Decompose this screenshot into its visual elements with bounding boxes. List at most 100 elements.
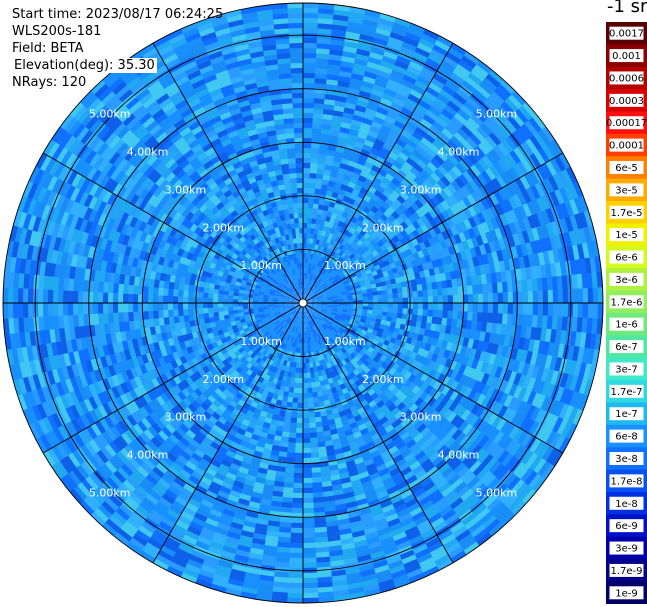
heatmap-cell bbox=[336, 312, 343, 316]
heatmap-cell bbox=[501, 407, 513, 422]
heatmap-cell bbox=[489, 444, 502, 458]
heatmap-cell bbox=[331, 310, 338, 315]
heatmap-cell bbox=[475, 466, 490, 481]
heatmap-cell bbox=[393, 535, 409, 547]
heatmap-cell bbox=[289, 552, 303, 559]
heatmap-cell bbox=[222, 302, 229, 308]
heatmap-cell bbox=[242, 299, 249, 303]
heatmap-cell bbox=[72, 290, 79, 303]
heatmap-cell bbox=[524, 470, 539, 487]
heatmap-cell bbox=[310, 308, 316, 313]
heatmap-cell bbox=[112, 302, 119, 313]
heatmap-cell bbox=[152, 302, 159, 311]
heatmap-cell bbox=[536, 315, 544, 329]
heatmap-cell bbox=[142, 294, 149, 303]
heatmap-cell bbox=[472, 417, 484, 431]
heatmap-cell bbox=[462, 398, 473, 410]
heatmap-cell bbox=[497, 356, 507, 369]
heatmap-cell bbox=[292, 482, 303, 489]
heatmap-cell bbox=[476, 486, 491, 501]
heatmap-cell bbox=[533, 458, 547, 475]
heatmap-cell bbox=[532, 303, 539, 316]
heatmap-cell bbox=[458, 435, 471, 448]
heatmap-cell bbox=[373, 437, 384, 447]
heatmap-cell bbox=[302, 557, 317, 564]
heatmap-cell bbox=[333, 334, 339, 341]
heatmap-cell bbox=[427, 309, 434, 317]
heatmap-cell bbox=[475, 321, 483, 332]
heatmap-cell bbox=[62, 289, 69, 303]
heatmap-cell bbox=[373, 396, 383, 405]
heatmap-cell bbox=[461, 355, 471, 367]
heatmap-cell bbox=[384, 458, 396, 469]
heatmap-cell bbox=[432, 371, 442, 382]
heatmap-cell bbox=[556, 418, 569, 436]
heatmap-cell bbox=[475, 532, 493, 547]
heatmap-cell bbox=[440, 395, 451, 407]
heatmap-cell bbox=[290, 522, 303, 529]
heatmap-cell bbox=[197, 297, 204, 303]
heatmap-cell bbox=[288, 562, 303, 569]
heatmap-cell bbox=[360, 329, 368, 336]
heatmap-cell bbox=[147, 302, 154, 312]
heatmap-cell bbox=[411, 510, 426, 523]
heatmap-cell bbox=[385, 411, 395, 421]
heatmap-cell bbox=[367, 467, 379, 477]
heatmap-cell bbox=[485, 374, 495, 388]
heatmap-cell bbox=[432, 521, 448, 534]
heatmap-cell bbox=[306, 306, 311, 311]
heatmap-cell bbox=[512, 385, 523, 400]
heatmap-cell bbox=[320, 332, 326, 339]
heatmap-cell bbox=[331, 322, 338, 327]
heatmap-cell bbox=[323, 341, 329, 349]
heatmap-cell bbox=[317, 305, 324, 308]
heatmap-cell bbox=[414, 548, 431, 560]
heatmap-cell bbox=[462, 438, 475, 451]
heatmap-cell bbox=[444, 398, 455, 410]
heatmap-cell bbox=[419, 426, 431, 438]
heatmap-cell bbox=[407, 479, 421, 490]
heatmap-cell bbox=[296, 412, 303, 419]
heatmap-cell bbox=[490, 322, 498, 334]
heatmap-cell bbox=[422, 480, 436, 493]
heatmap-cell bbox=[381, 395, 391, 405]
heatmap-cell bbox=[458, 374, 468, 386]
heatmap-cell bbox=[402, 435, 414, 446]
heatmap-cell bbox=[177, 302, 184, 310]
heatmap-cell bbox=[302, 372, 307, 379]
heatmap-cell bbox=[373, 369, 382, 378]
heatmap-cell bbox=[436, 416, 448, 428]
heatmap-cell bbox=[313, 330, 318, 337]
heatmap-cell bbox=[322, 336, 328, 343]
heatmap-cell bbox=[457, 395, 469, 408]
heatmap-cell bbox=[316, 308, 323, 312]
heatmap-cell bbox=[302, 542, 316, 549]
heatmap-cell bbox=[382, 329, 390, 336]
heatmap-cell bbox=[371, 454, 383, 464]
heatmap-cell bbox=[455, 505, 471, 519]
heatmap-cell bbox=[508, 383, 519, 398]
heatmap-cell bbox=[412, 433, 424, 444]
heatmap-cell bbox=[456, 485, 471, 499]
heatmap-cell bbox=[534, 408, 546, 425]
heatmap-cell bbox=[513, 444, 526, 460]
heatmap-cell bbox=[399, 549, 416, 561]
heatmap-cell bbox=[317, 334, 322, 341]
heatmap-cell bbox=[97, 302, 104, 314]
heatmap-cell bbox=[517, 303, 524, 315]
heatmap-cell bbox=[102, 292, 109, 303]
heatmap-cell bbox=[247, 299, 254, 303]
heatmap-cell bbox=[411, 385, 421, 395]
heatmap-cell bbox=[393, 423, 405, 434]
heatmap-cell bbox=[420, 373, 430, 383]
heatmap-cell bbox=[372, 303, 379, 308]
heatmap-cell bbox=[344, 316, 352, 322]
heatmap-cell bbox=[343, 330, 350, 336]
heatmap-cell bbox=[404, 497, 419, 509]
heatmap-cell bbox=[418, 355, 427, 365]
heatmap-cell bbox=[556, 316, 564, 331]
heatmap-cell bbox=[302, 412, 310, 419]
heatmap-cell bbox=[227, 294, 234, 300]
heatmap-cell bbox=[332, 341, 338, 349]
heatmap-cell bbox=[217, 302, 224, 308]
